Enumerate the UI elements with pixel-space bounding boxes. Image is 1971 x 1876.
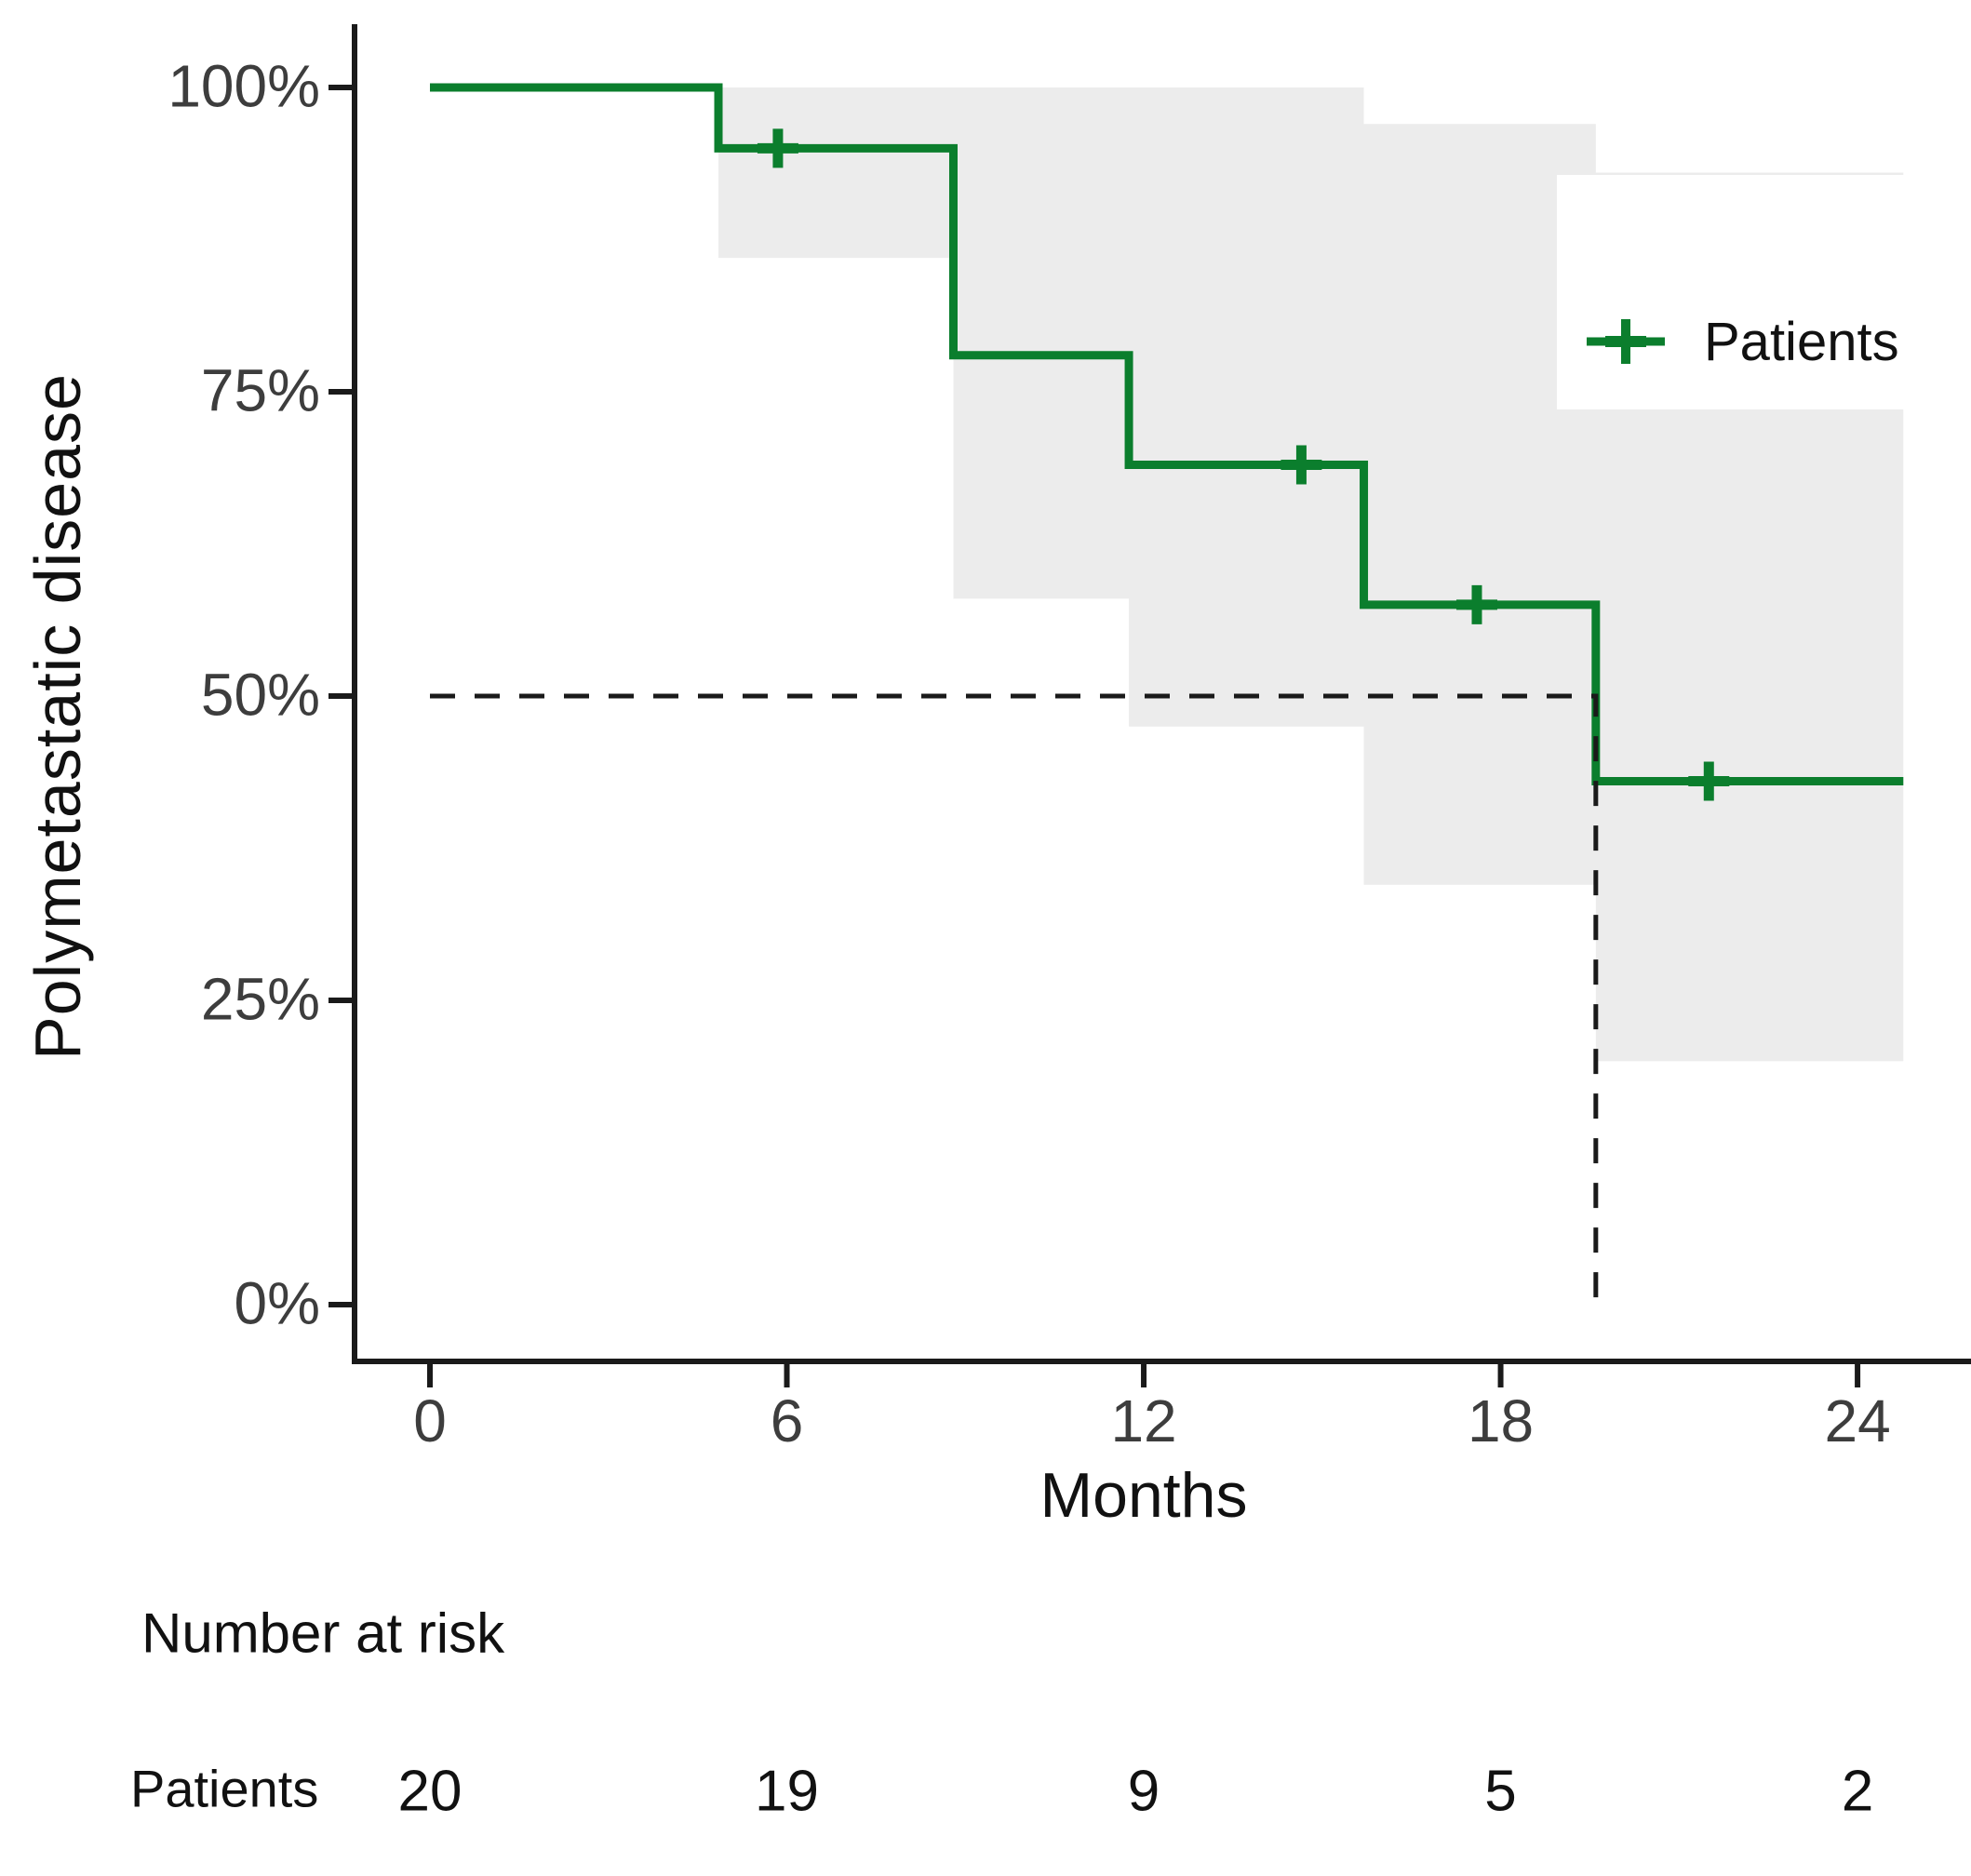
y-tick-label: 75% bbox=[200, 356, 320, 424]
x-tick-label: 24 bbox=[1824, 1387, 1891, 1454]
y-tick-label: 25% bbox=[200, 965, 320, 1033]
y-tick-label: 0% bbox=[234, 1269, 321, 1337]
legend-label: Patients bbox=[1704, 311, 1899, 372]
legend: Patients bbox=[1557, 175, 1971, 409]
censor-mark bbox=[1688, 761, 1730, 801]
risk-value: 9 bbox=[1127, 1759, 1160, 1824]
risk-value: 5 bbox=[1484, 1759, 1517, 1824]
x-tick-label: 6 bbox=[770, 1387, 804, 1454]
x-tick-label: 18 bbox=[1467, 1387, 1535, 1454]
survival-step-curve bbox=[430, 83, 1904, 786]
risk-value: 2 bbox=[1841, 1759, 1874, 1824]
y-tick-label: 100% bbox=[168, 52, 320, 120]
x-tick-label: 0 bbox=[413, 1387, 447, 1454]
risk-value: 19 bbox=[755, 1759, 819, 1824]
y-tick-label: 50% bbox=[200, 661, 320, 729]
y-axis-title: Polymetastatic disease bbox=[21, 373, 94, 1060]
x-axis-title: Months bbox=[1039, 1460, 1248, 1531]
x-tick-label: 12 bbox=[1110, 1387, 1177, 1454]
legend-key-censor-icon bbox=[1587, 319, 1665, 364]
legend-entry: Patients bbox=[1557, 308, 1899, 375]
median-reference-line bbox=[430, 693, 1599, 1305]
censor-mark bbox=[1455, 584, 1497, 624]
risk-value: 20 bbox=[397, 1759, 463, 1824]
censor-mark bbox=[1280, 445, 1322, 485]
censor-mark bbox=[757, 128, 798, 168]
risk-row-label: Patients bbox=[130, 1759, 319, 1818]
risk-table-title: Number at risk bbox=[141, 1601, 505, 1665]
